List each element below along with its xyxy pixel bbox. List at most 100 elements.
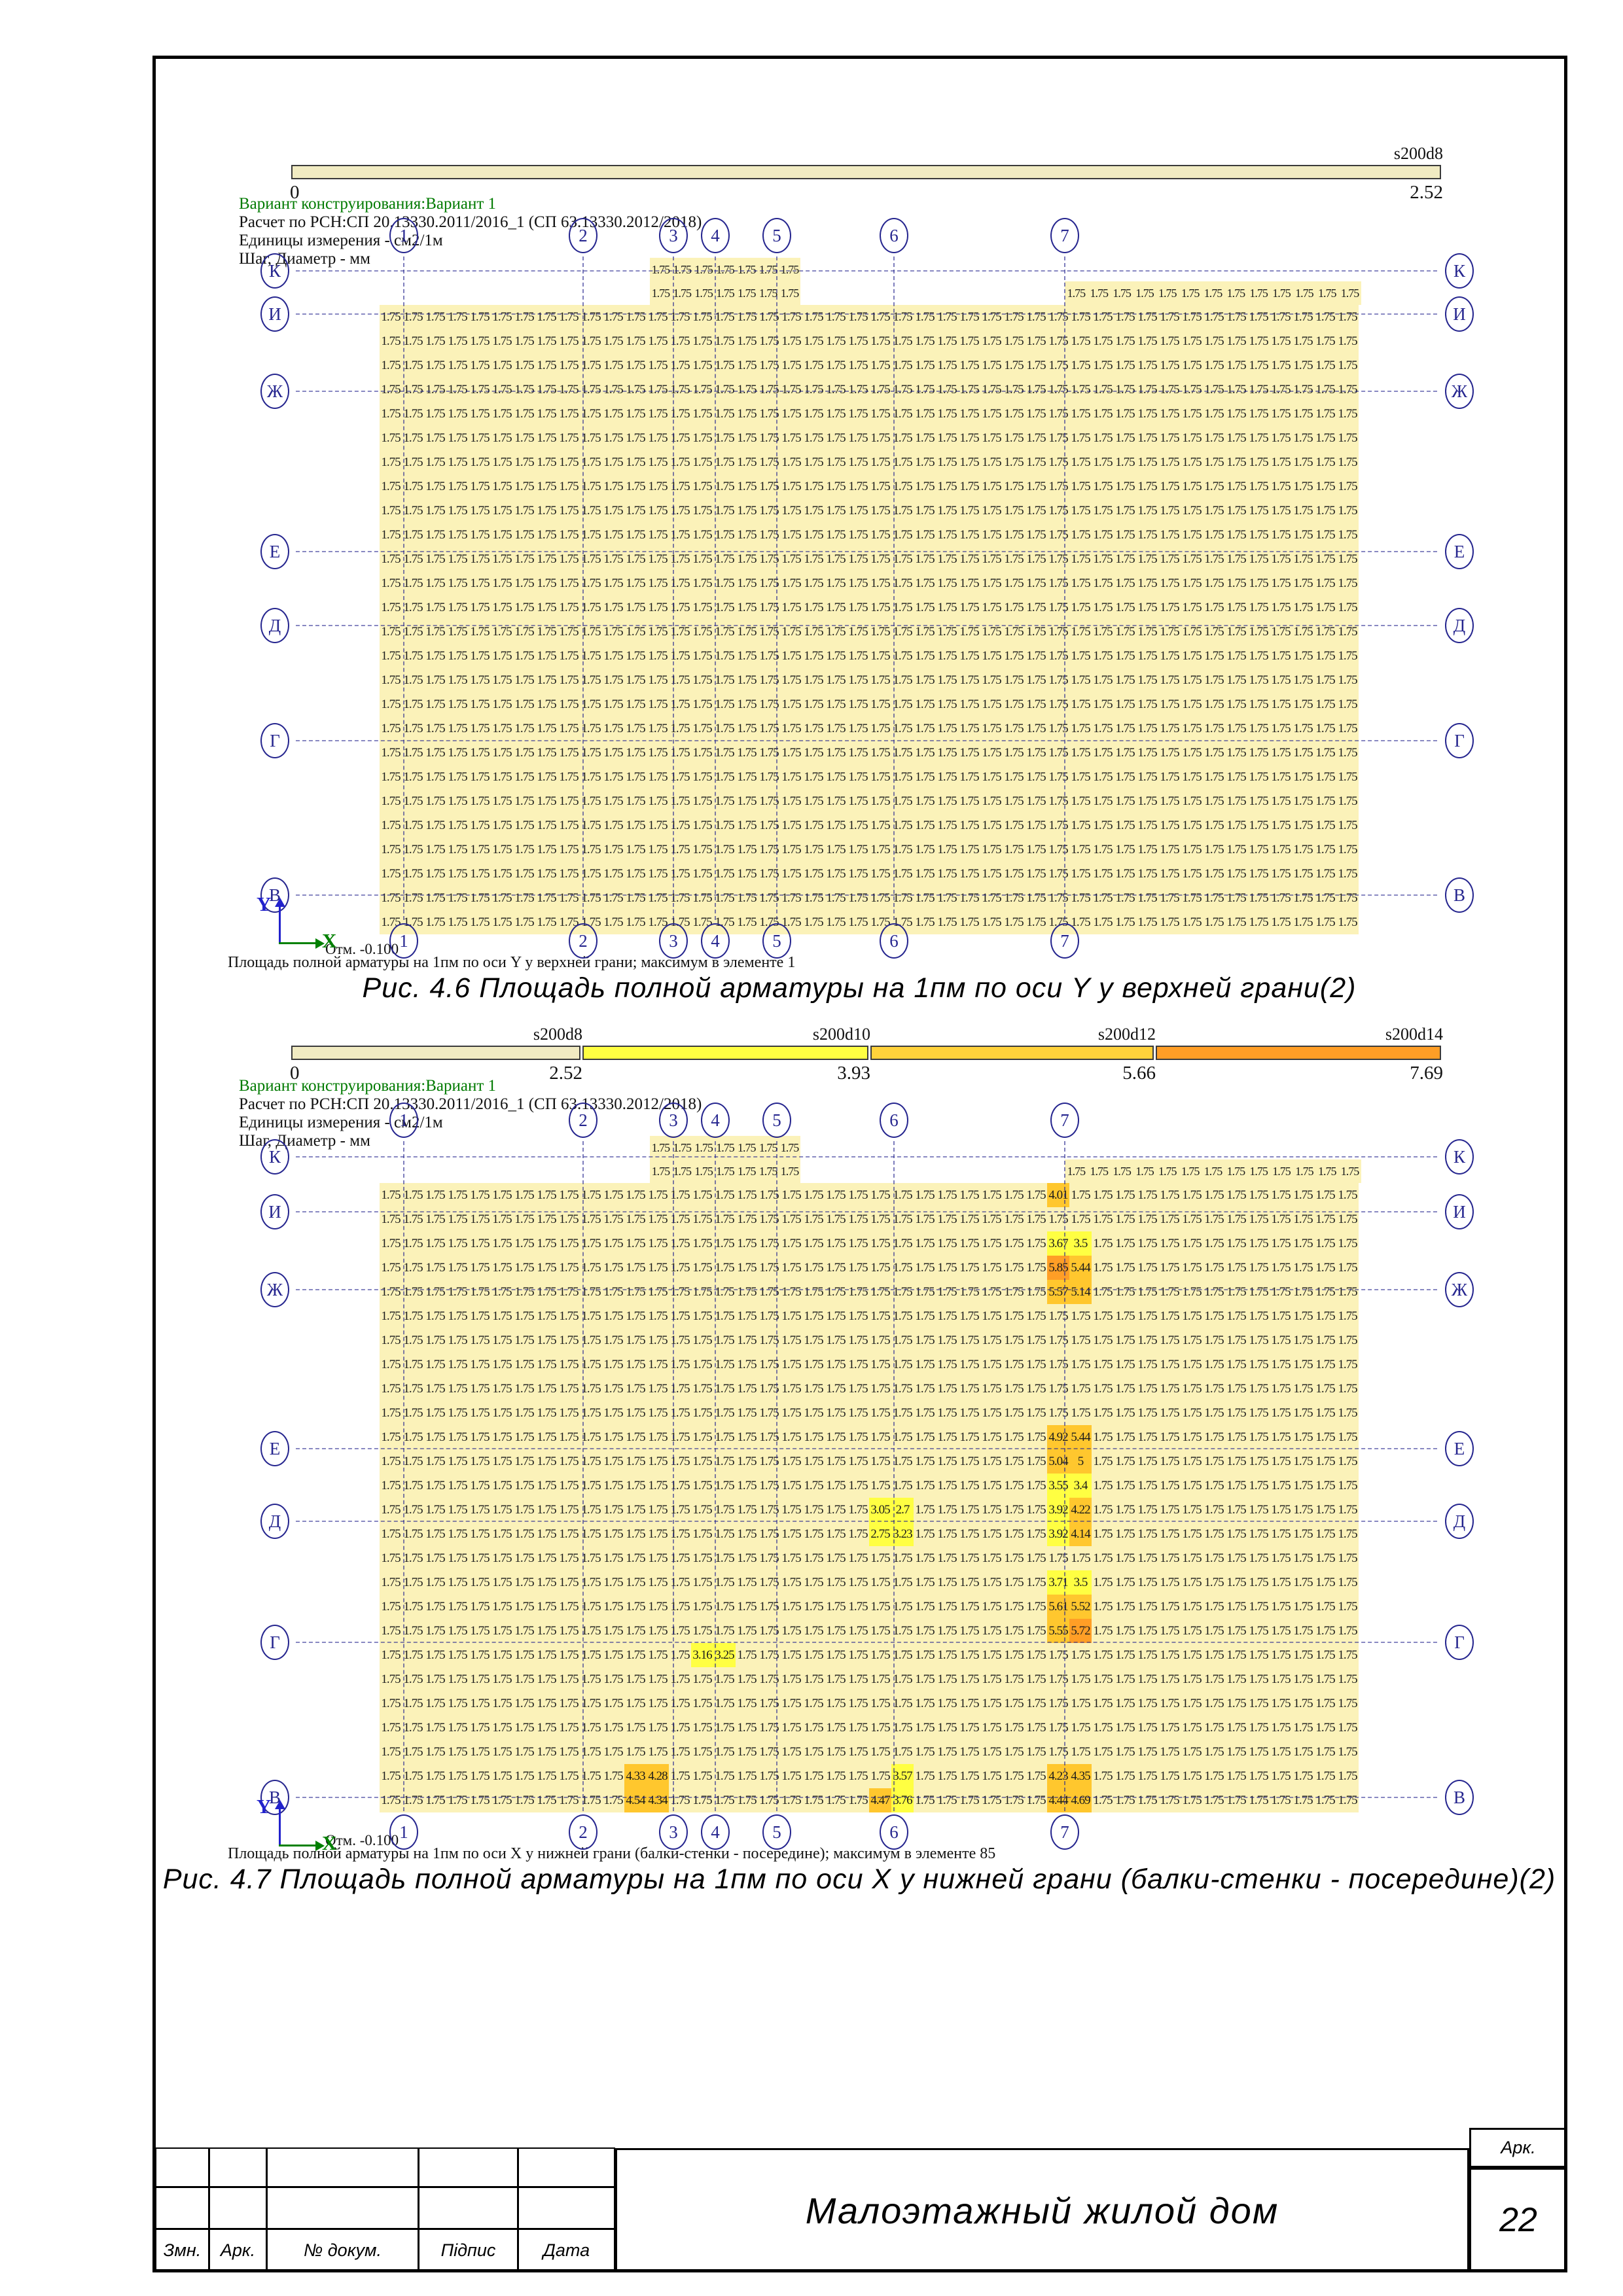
rebar-value-cell: 1.75 xyxy=(626,625,645,639)
rebar-value-row: 1.75 1.75 1.75 1.75 1.75 1.75 1.75 1.75 1.75 1.75… xyxy=(380,571,1359,595)
rebar-value-cell: 1.75 xyxy=(1004,1793,1024,1807)
rebar-value-cell: 1.75 xyxy=(648,480,668,493)
rebar-value-cell: 1.75 xyxy=(937,1672,957,1686)
rebar-value-cell: 1.75 xyxy=(537,1624,556,1638)
rebar-value-cell: 1.75 xyxy=(826,1503,846,1517)
rebar-value-cell: 1.75 xyxy=(937,1503,957,1517)
rebar-value-cell: 1.75 xyxy=(893,310,912,324)
rebar-value-cell: 1.75 xyxy=(1338,843,1357,857)
rebar-value-cell: 1.75 xyxy=(1293,819,1313,832)
rebar-value-cell: 1.75 xyxy=(1048,1382,1068,1396)
rebar-value-cell: 1.75 xyxy=(937,770,957,784)
rebar-value-cell: 1.75 xyxy=(1026,625,1046,639)
rebar-value-cell: 1.75 xyxy=(937,528,957,542)
rebar-value-cell: 1.75 xyxy=(692,601,712,614)
rebar-value-cell: 1.75 xyxy=(826,1624,846,1638)
rebar-value-cell: 1.75 xyxy=(715,1188,734,1202)
rebar-value-cell: 1.75 xyxy=(670,1285,690,1299)
rebar-value-cell: 1.75 xyxy=(1226,698,1246,711)
rebar-value-cell: 1.75 xyxy=(1071,843,1090,857)
rebar-value-cell: 1.75 xyxy=(537,1793,556,1807)
rebar-value-cell: 1.75 xyxy=(581,794,601,808)
rebar-value-cell: 1.75 xyxy=(982,431,1001,445)
rebar-value-cell: 1.75 xyxy=(559,698,579,711)
rebar-value-cell: 1.75 xyxy=(893,1648,912,1662)
rebar-value-cell: 1.75 xyxy=(804,722,823,735)
rebar-value-cell: 1.75 xyxy=(715,746,734,760)
rebar-value-cell: 1.75 xyxy=(1093,625,1113,639)
rebar-value-cell: 1.75 xyxy=(937,625,957,639)
col-axis-circle: 3 xyxy=(659,923,688,959)
rebar-value-cell: 5.44 xyxy=(1069,1425,1092,1449)
rebar-value-cell: 1.75 xyxy=(651,1141,670,1154)
rebar-value-cell: 1.75 xyxy=(1204,1503,1224,1517)
rebar-value-cell: 1.75 xyxy=(959,1406,979,1420)
rebar-value-cell: 1.75 xyxy=(848,455,868,469)
rebar-value-cell: 1.75 xyxy=(1115,722,1135,735)
rebar-value-cell: 1.75 xyxy=(1293,1479,1313,1492)
rebar-value-cell: 1.75 xyxy=(893,770,912,784)
rebar-value-cell: 1.75 xyxy=(1293,552,1313,566)
rebar-value-cell: 1.75 xyxy=(1315,504,1335,518)
rebar-value-cell: 1.75 xyxy=(1338,1697,1357,1710)
rebar-value-cell: 1.75 xyxy=(1271,1285,1291,1299)
rebar-value-cell: 1.75 xyxy=(537,1600,556,1614)
rebar-value-cell: 1.75 xyxy=(893,1745,912,1759)
rebar-value-cell: 1.75 xyxy=(1295,287,1313,300)
rebar-value-cell: 1.75 xyxy=(1026,1697,1046,1710)
rebar-value-cell: 1.75 xyxy=(448,1624,467,1638)
rebar-value-cell: 1.75 xyxy=(1004,1503,1024,1517)
rebar-value-cell: 1.75 xyxy=(403,334,423,348)
rebar-value-cell: 1.75 xyxy=(781,383,801,397)
rebar-value-cell: 1.75 xyxy=(759,1455,779,1468)
rebar-value-cell: 1.75 xyxy=(1160,1672,1179,1686)
rebar-value-cell: 1.75 xyxy=(1226,334,1246,348)
rebar-value-cell: 1.75 xyxy=(626,504,645,518)
rebar-value-cell: 1.75 xyxy=(937,1576,957,1589)
rebar-value-cell: 1.75 xyxy=(1271,1406,1291,1420)
rebar-value-cell: 1.75 xyxy=(1048,383,1068,397)
rebar-value-cell: 1.75 xyxy=(425,528,445,542)
rebar-value-cell: 1.75 xyxy=(381,867,401,881)
rebar-value-cell: 1.75 xyxy=(670,819,690,832)
rebar-value-cell: 1.75 xyxy=(692,359,712,372)
tb-empty-cell xyxy=(518,2187,615,2229)
rebar-value-cell: 1.75 xyxy=(1026,601,1046,614)
rebar-value-cell: 1.75 xyxy=(937,673,957,687)
rebar-value-cell: 3.92 xyxy=(1047,1522,1069,1546)
rebar-value-cell: 1.75 xyxy=(759,794,779,808)
rebar-value-cell: 4.01 xyxy=(1047,1183,1069,1207)
rebar-value-cell: 1.75 xyxy=(1293,1648,1313,1662)
rebar-value-cell: 1.75 xyxy=(1137,1188,1157,1202)
rebar-value-cell: 1.75 xyxy=(937,1212,957,1226)
rebar-value-cell: 1.75 xyxy=(826,1188,846,1202)
rebar-value-cell: 1.75 xyxy=(1093,1697,1113,1710)
rebar-value-cell: 1.75 xyxy=(737,1672,757,1686)
rebar-value-cell: 1.75 xyxy=(1026,1503,1046,1517)
rebar-value-cell: 1.75 xyxy=(648,1309,668,1323)
rebar-value-cell: 1.75 xyxy=(1271,1697,1291,1710)
rebar-value-cell: 1.75 xyxy=(448,1382,467,1396)
rebar-value-cell: 1.75 xyxy=(1026,1672,1046,1686)
rebar-value-cell: 1.75 xyxy=(514,915,534,929)
rebar-value-cell: 1.75 xyxy=(826,915,846,929)
sheet-label-cell: Арк. xyxy=(1469,2128,1567,2168)
rebar-value-row: 1.75 1.75 1.75 1.75 1.75 1.75 1.75 1.75 1.75 1.75… xyxy=(380,1667,1359,1691)
rebar-value-cell: 1.75 xyxy=(1071,431,1090,445)
rebar-value-cell: 1.75 xyxy=(915,1503,935,1517)
rebar-value-cell: 1.75 xyxy=(982,746,1001,760)
rebar-value-cell: 1.75 xyxy=(1048,1212,1068,1226)
rebar-value-cell: 1.75 xyxy=(1315,1697,1335,1710)
rebar-value-cell: 1.75 xyxy=(537,698,556,711)
scale-segment-label: s200d12 xyxy=(1097,1025,1156,1044)
rebar-value-cell: 1.75 xyxy=(425,1648,445,1662)
rebar-value-cell: 1.75 xyxy=(651,287,670,300)
rebar-value-cell: 1.75 xyxy=(559,1769,579,1783)
row-axis-circle: К xyxy=(1445,1139,1474,1174)
rebar-value-cell: 1.75 xyxy=(737,528,757,542)
rebar-value-cell: 1.75 xyxy=(870,528,890,542)
rebar-value-cell: 1.75 xyxy=(1182,1382,1202,1396)
rebar-value-cell: 1.75 xyxy=(1160,1551,1179,1565)
rebar-value-cell: 1.75 xyxy=(1293,891,1313,905)
rebar-value-cell: 1.75 xyxy=(648,1721,668,1735)
